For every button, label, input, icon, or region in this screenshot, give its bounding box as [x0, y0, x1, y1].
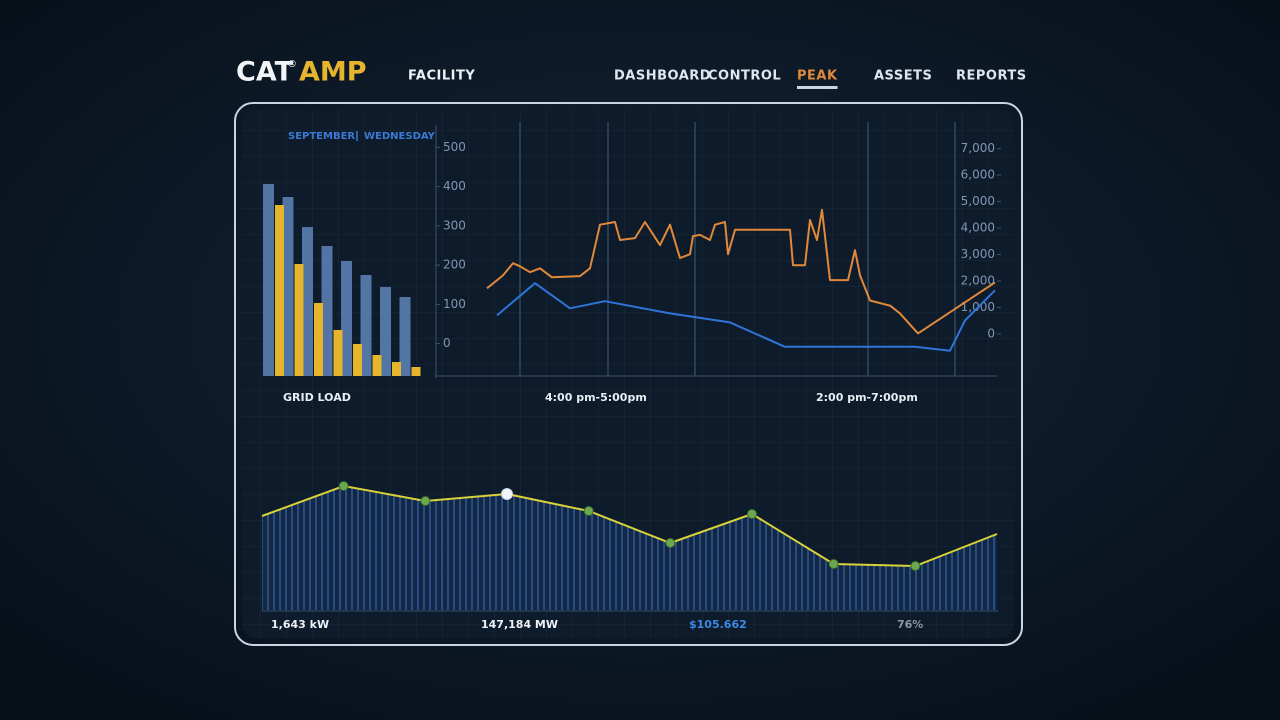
y-tick-label: 300 [443, 218, 466, 232]
bar [321, 246, 333, 376]
nav-underline [797, 86, 838, 89]
area-point [747, 509, 757, 519]
area-point [338, 481, 349, 491]
stat: 1,643 kW [271, 618, 329, 631]
area-point [665, 538, 676, 548]
bar [333, 330, 343, 376]
nav-item[interactable]: DASHBOARD [614, 69, 711, 84]
annotation: 2:00 pm-7:00pm [816, 391, 918, 404]
stat: 76% [897, 618, 923, 631]
y-tick-label: 200 [443, 258, 466, 272]
stat: $105.662 [689, 618, 747, 631]
date-month: SEPTEMBER [288, 131, 355, 142]
y2-tick-label: 7,000 [961, 141, 995, 155]
nav-item[interactable]: CONTROL [708, 69, 781, 84]
bar [372, 355, 382, 376]
area-point [910, 561, 921, 571]
y2-tick-label: 6,000 [961, 168, 995, 182]
area-point [583, 506, 594, 516]
date-day: WEDNESDAY [364, 131, 436, 142]
brand-mark: ® [287, 59, 297, 70]
nav-item[interactable]: REPORTS [956, 69, 1027, 84]
brand: CAT [236, 57, 294, 88]
y2-tick-label: 4,000 [961, 221, 995, 235]
bar [282, 197, 294, 376]
y2-tick-label: 0 [987, 326, 995, 340]
y-tick-label: 0 [443, 336, 451, 350]
chart-title: GRID LOAD [283, 391, 351, 404]
bar [380, 287, 391, 376]
annotation: 4:00 pm-5:00pm [545, 391, 647, 404]
line-series [496, 282, 996, 352]
area-point [420, 496, 431, 506]
bar [314, 303, 323, 376]
y2-tick-label: 5,000 [961, 194, 995, 208]
sections [519, 122, 956, 376]
bar [294, 264, 304, 376]
bar [392, 362, 401, 376]
bar [360, 275, 372, 376]
nav-item[interactable]: PEAK [797, 69, 838, 84]
line-series [486, 208, 996, 335]
y-tick-label: 400 [443, 179, 466, 193]
section-title: FACILITY [408, 69, 475, 84]
panel-border [234, 102, 1023, 646]
bar [353, 344, 362, 376]
area-point [501, 488, 513, 500]
area-point [828, 559, 839, 569]
bar [302, 227, 313, 376]
y2-tick-label: 2,000 [961, 273, 995, 287]
y2-tick-label: 3,000 [961, 247, 995, 261]
y-tick-label: 500 [443, 140, 466, 154]
brand-accent: AMP [299, 57, 367, 88]
area-line [261, 484, 998, 568]
nav-item[interactable]: ASSETS [874, 69, 932, 84]
bar [399, 297, 411, 376]
stat: 147,184 MW [481, 618, 558, 631]
y-tick-label: 100 [443, 297, 466, 311]
bar [411, 367, 421, 376]
panel-grid [242, 110, 1014, 638]
bar [263, 184, 274, 376]
bar [341, 261, 352, 376]
bar [275, 205, 284, 376]
area-fill [262, 486, 997, 610]
